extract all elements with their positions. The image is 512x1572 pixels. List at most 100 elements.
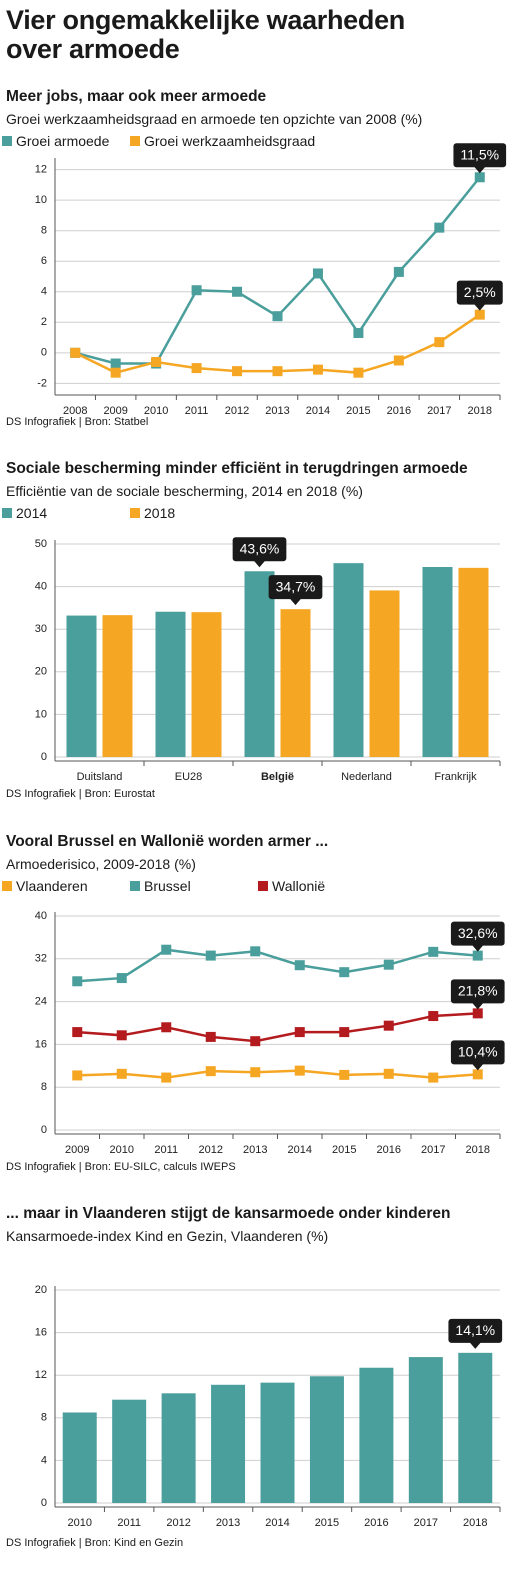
point-marker xyxy=(191,363,202,374)
callout-pointer xyxy=(473,303,486,311)
legend-label: 2018 xyxy=(144,505,176,521)
bar xyxy=(66,615,97,757)
y-tick-label: 24 xyxy=(35,996,47,1008)
legend-label: Wallonië xyxy=(272,878,326,894)
legend-item: 2014 xyxy=(2,504,122,522)
point-marker xyxy=(205,1066,216,1077)
value-label: 2,5% xyxy=(464,284,496,300)
callout-pointer xyxy=(469,1341,482,1349)
point-marker xyxy=(474,172,485,183)
callout-box xyxy=(448,1318,503,1343)
y-tick-label: 32 xyxy=(35,953,47,965)
callout-pointer xyxy=(471,1063,484,1071)
bar xyxy=(309,1376,344,1503)
bar xyxy=(112,1399,147,1503)
callout: 10,4% xyxy=(450,1040,505,1071)
x-tick-label: Frankrijk xyxy=(434,771,477,783)
callout-box xyxy=(450,1040,505,1065)
callout-box xyxy=(453,143,507,168)
y-tick-label: 4 xyxy=(41,1454,47,1466)
chart: ... maar in Vlaanderen stijgt de kansarm… xyxy=(0,1205,512,1555)
point-marker xyxy=(151,356,162,367)
x-tick-label: 2010 xyxy=(67,1517,91,1529)
y-tick-label: 10 xyxy=(35,708,47,720)
point-marker xyxy=(339,1027,350,1038)
point-marker xyxy=(294,1065,305,1076)
value-label: 10,4% xyxy=(458,1044,498,1060)
y-tick-label: 12 xyxy=(35,164,47,176)
plot: 0 8 16 24 32 40 2009 2010 2011 2012 2013 2014 2015 20… xyxy=(35,910,505,1156)
callout-box xyxy=(450,979,505,1004)
legend-swatch xyxy=(2,881,12,891)
y-tick-label: 0 xyxy=(41,1497,47,1509)
legend-swatch xyxy=(2,136,12,146)
value-label: 21,8% xyxy=(458,983,498,999)
chart-title: Sociale bescherming minder efficiënt in … xyxy=(6,460,468,477)
y-tick-label: 20 xyxy=(35,666,47,678)
legend: Vlaanderen Brussel Wallonië xyxy=(2,877,386,895)
chart-title: Vooral Brussel en Wallonië worden armer … xyxy=(6,833,329,850)
y-tick-label: 40 xyxy=(35,910,47,922)
point-marker xyxy=(250,1067,261,1078)
x-tick-label: 2011 xyxy=(185,405,209,417)
bar xyxy=(102,615,133,757)
legend-label: 2014 xyxy=(16,505,48,521)
x-tick-label: 2014 xyxy=(306,405,330,417)
plot: -2 0 2 4 6 8 10 12 2008 2009 2010 2011 2012 2013 2014 2… xyxy=(35,143,507,417)
source-note: DS Infografiek | Bron: EU-SILC, calculs … xyxy=(6,1161,236,1173)
bar xyxy=(260,1382,295,1503)
x-tick-label: 2014 xyxy=(288,1144,312,1156)
x-tick-label: 2011 xyxy=(117,1517,141,1529)
y-tick-label: 16 xyxy=(35,1038,47,1050)
point-marker xyxy=(205,950,216,961)
callout-box xyxy=(450,921,505,946)
legend-swatch xyxy=(258,881,268,891)
y-tick-label: 8 xyxy=(41,225,47,237)
bar xyxy=(191,612,222,757)
x-tick-label: EU28 xyxy=(175,771,203,783)
source-note: DS Infografiek | Bron: Eurostat xyxy=(6,788,155,800)
x-tick-label: 2012 xyxy=(225,405,249,417)
chart: Vooral Brussel en Wallonië worden armer … xyxy=(0,833,512,1179)
legend-item: Brussel xyxy=(130,877,250,895)
y-tick-label: 8 xyxy=(41,1081,47,1093)
point-marker xyxy=(353,327,364,338)
series-line xyxy=(77,1012,478,1043)
y-tick-label: 4 xyxy=(41,286,47,298)
series-line xyxy=(77,1069,478,1079)
point-marker xyxy=(383,959,394,970)
x-tick-label: 2015 xyxy=(332,1144,356,1156)
callout: 32,6% xyxy=(450,921,505,952)
x-tick-label: 2014 xyxy=(265,1517,289,1529)
point-marker xyxy=(294,960,305,971)
bar xyxy=(62,1412,97,1503)
point-marker xyxy=(116,1030,127,1041)
x-tick-label: 2008 xyxy=(63,405,87,417)
point-marker xyxy=(472,1008,483,1019)
legend-item: Groei armoede xyxy=(2,132,122,150)
x-tick-label: 2015 xyxy=(315,1517,339,1529)
x-tick-label: 2009 xyxy=(103,405,127,417)
chart-subtitle: Kansarmoede-index Kind en Gezin, Vlaande… xyxy=(6,1228,329,1244)
x-tick-label: 2018 xyxy=(468,405,492,417)
bar xyxy=(161,1393,196,1503)
point-marker xyxy=(312,364,323,375)
y-tick-label: 40 xyxy=(35,581,47,593)
point-marker xyxy=(116,1068,127,1079)
bar xyxy=(244,571,275,757)
point-marker xyxy=(434,222,445,233)
x-tick-label: 2013 xyxy=(265,405,289,417)
x-tick-label: 2018 xyxy=(466,1144,490,1156)
y-tick-label: 20 xyxy=(35,1284,47,1296)
legend: Groei armoede Groei werkzaamheidsgraad xyxy=(2,132,323,150)
callout: 34,7% xyxy=(268,575,323,606)
point-marker xyxy=(353,367,364,378)
bar xyxy=(280,609,311,757)
y-tick-label: 50 xyxy=(35,538,47,550)
x-tick-label: 2013 xyxy=(243,1144,267,1156)
point-marker xyxy=(428,1011,439,1022)
bar xyxy=(458,1352,493,1503)
x-tick-label: 2018 xyxy=(463,1517,487,1529)
point-marker xyxy=(232,286,243,297)
